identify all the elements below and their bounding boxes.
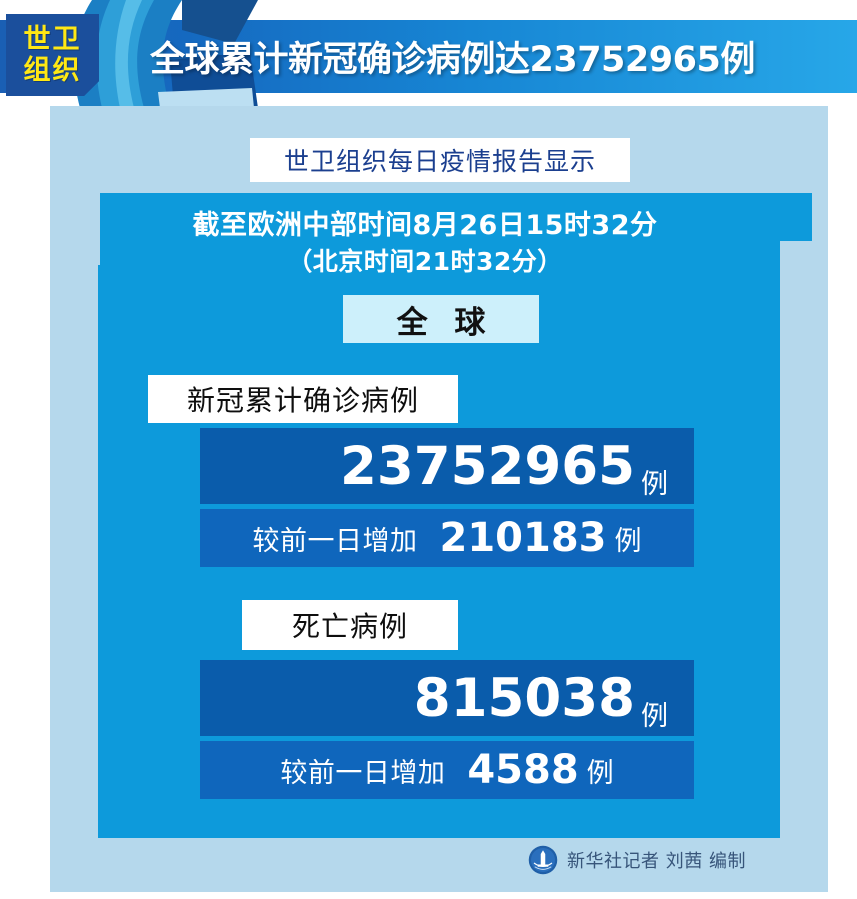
report-source-banner: 世卫组织每日疫情报告显示 bbox=[250, 138, 630, 182]
stat-delta-deaths-prefix: 较前一日增加 bbox=[280, 757, 446, 789]
stat-delta-confirmed-bar: 较前一日增加 210183 例 bbox=[200, 509, 694, 567]
stat-label-deaths-text: 死亡病例 bbox=[291, 610, 408, 643]
stat-label-deaths: 死亡病例 bbox=[242, 600, 458, 650]
report-source-text: 世卫组织每日疫情报告显示 bbox=[283, 147, 596, 176]
scope-badge-global: 全 球 bbox=[343, 295, 539, 343]
stat-delta-deaths-unit: 例 bbox=[586, 757, 614, 789]
stat-total-deaths-bar: 815038 例 bbox=[200, 660, 694, 736]
ribbon-swoosh-decoration bbox=[62, 0, 292, 108]
report-datetime-bjt: （北京时间21时32分） bbox=[287, 247, 563, 276]
stat-total-confirmed-bar: 23752965 例 bbox=[200, 428, 694, 504]
stat-delta-deaths-bar: 较前一日增加 4588 例 bbox=[200, 741, 694, 799]
stat-total-deaths-value: 815038 bbox=[413, 667, 635, 729]
who-badge-line-1: 世卫 bbox=[23, 24, 82, 56]
xinhua-emblem-icon bbox=[528, 845, 558, 875]
stat-total-confirmed-unit: 例 bbox=[641, 469, 668, 500]
stat-delta-confirmed-value: 210183 bbox=[439, 515, 607, 561]
scope-badge-label: 全 球 bbox=[396, 304, 494, 341]
stat-label-confirmed: 新冠累计确诊病例 bbox=[148, 375, 458, 423]
stat-delta-deaths-value: 4588 bbox=[467, 747, 579, 793]
credit-text: 新华社记者 刘茜 编制 bbox=[567, 851, 746, 872]
header-banner: 世卫 组织 全球累计新冠确诊病例达23752965例 bbox=[0, 0, 857, 108]
stat-delta-confirmed-unit: 例 bbox=[614, 525, 642, 557]
stat-delta-confirmed-prefix: 较前一日增加 bbox=[252, 525, 418, 557]
stat-total-confirmed-value: 23752965 bbox=[339, 435, 635, 497]
swoosh-icon bbox=[73, 0, 258, 108]
page-title: 全球累计新冠确诊病例达23752965例 bbox=[150, 39, 755, 80]
report-datetime-cet: 截至欧洲中部时间8月26日15时32分 bbox=[192, 210, 658, 241]
report-datetime: 截至欧洲中部时间8月26日15时32分 （北京时间21时32分） bbox=[100, 208, 750, 280]
who-badge-line-2: 组织 bbox=[23, 54, 82, 86]
credit-line: 新华社记者 刘茜 编制 bbox=[528, 845, 746, 875]
stat-label-confirmed-text: 新冠累计确诊病例 bbox=[186, 384, 419, 417]
stat-total-deaths-unit: 例 bbox=[641, 701, 668, 732]
who-logo-badge: 世卫 组织 bbox=[6, 14, 99, 96]
